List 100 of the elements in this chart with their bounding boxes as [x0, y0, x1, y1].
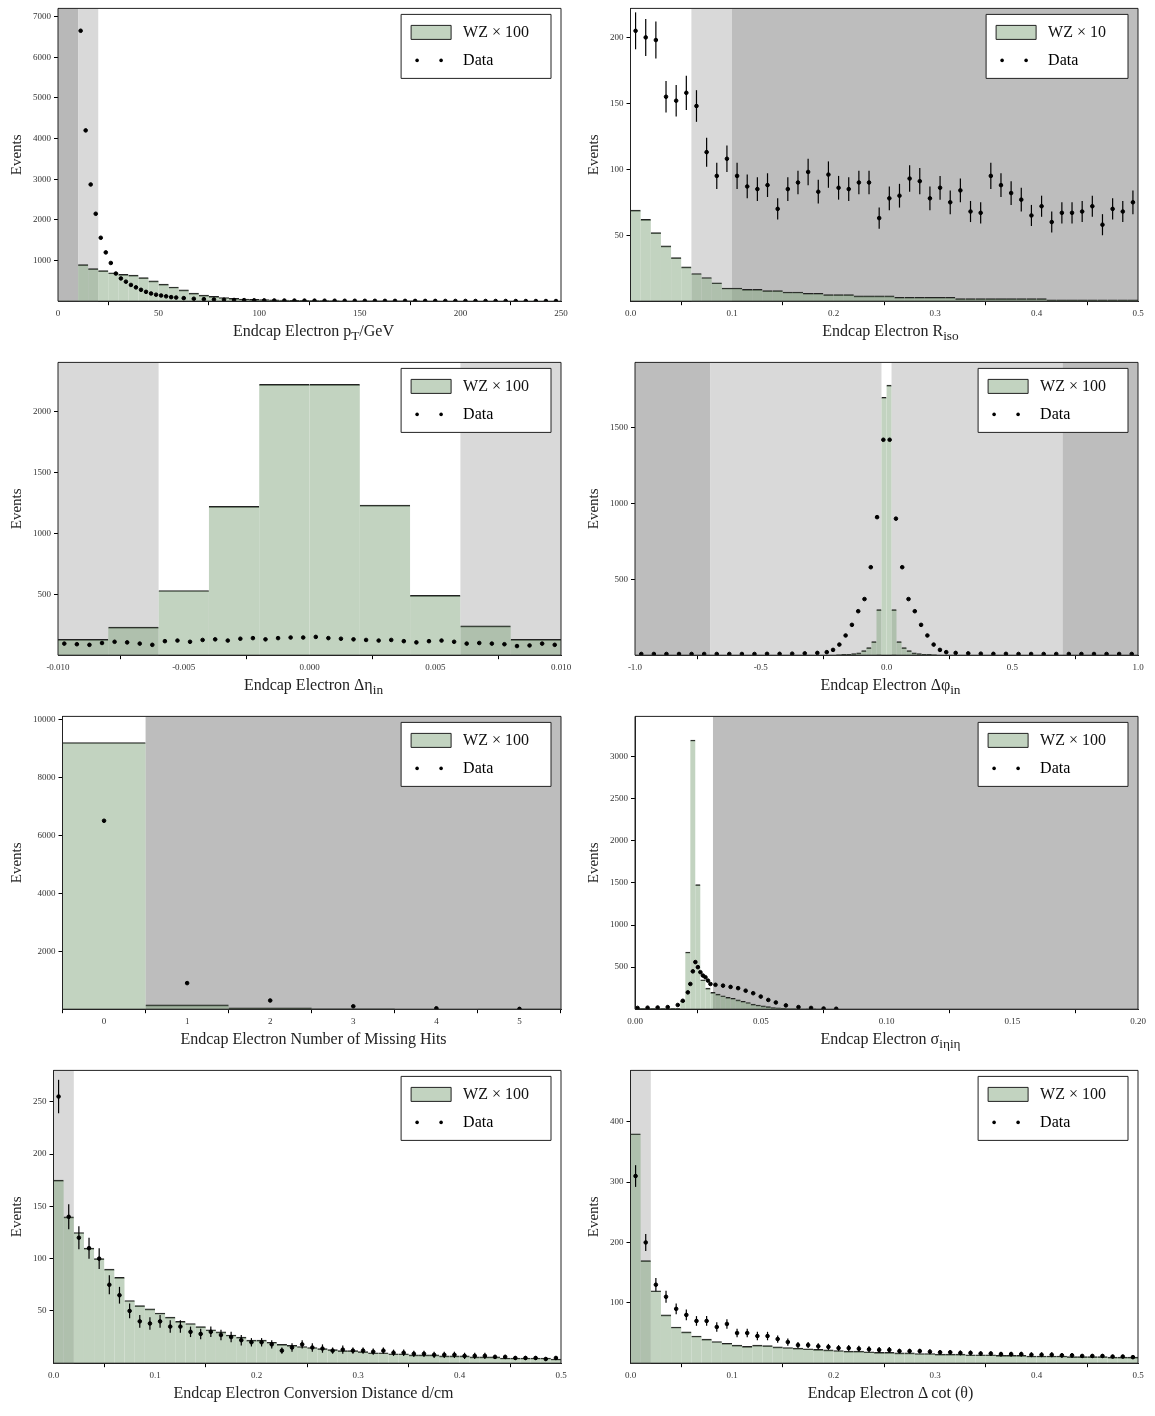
- x-tick-label: 0: [55, 307, 61, 318]
- legend-label: WZ × 100: [1040, 376, 1107, 394]
- y-tick-label: 1000: [610, 497, 629, 508]
- x-tick-label: 0.3: [352, 1369, 365, 1380]
- y-tick-label: 2000: [33, 214, 52, 225]
- y-tick-label: 10000: [33, 713, 56, 724]
- x-axis-title: Endcap Electron Conversion Distance d/cm: [172, 1384, 455, 1402]
- y-tick-label: 300: [610, 1176, 624, 1187]
- x-tick-label: 0.000: [299, 661, 321, 672]
- text: Data: [463, 50, 494, 68]
- x-tick-label: 0.5: [555, 1369, 568, 1380]
- y-tick-label: 3000: [33, 173, 52, 184]
- x-tick-label: -0.5: [753, 661, 769, 672]
- x-tick-label: 0.1: [726, 307, 738, 318]
- x-tick-label: 0.010: [550, 661, 572, 672]
- y-tick-label: 1000: [610, 919, 629, 930]
- x-tick-label: 0.0: [624, 307, 637, 318]
- y-axis-title: Events: [584, 842, 601, 884]
- y-tick-label: 50: [37, 1305, 47, 1316]
- legend-label: WZ × 100: [1040, 1084, 1107, 1102]
- y-tick-label: 6000: [37, 829, 56, 840]
- x-tick-label: 100: [252, 307, 267, 318]
- y-axis-title: Events: [584, 134, 601, 176]
- y-tick-label: 2000: [33, 405, 52, 416]
- y-axis-title: Events: [7, 488, 24, 530]
- x-axis-title: Endcap Electron σ$_{iηiη}$: [819, 1030, 962, 1053]
- y-tick-label: 1000: [33, 527, 52, 538]
- y-tick-label: 200: [33, 1148, 47, 1159]
- text: Data: [463, 758, 494, 776]
- y-tick-label: 500: [614, 961, 629, 972]
- x-tick-label: 2: [267, 1015, 273, 1026]
- x-tick-label: 0.005: [425, 661, 446, 672]
- y-tick-label: 500: [37, 588, 52, 599]
- y-tick-label: 150: [33, 1200, 47, 1211]
- x-tick-label: 0.1: [726, 1369, 738, 1380]
- y-tick-label: 150: [610, 97, 624, 108]
- x-tick-label: 0.3: [929, 307, 942, 318]
- y-tick-label: 4000: [37, 887, 56, 898]
- text: Data: [1048, 50, 1079, 68]
- x-axis-title: Endcap Electron Δ cot (θ): [806, 1384, 975, 1402]
- legend-label: WZ × 100: [463, 1084, 530, 1102]
- y-tick-label: 2500: [610, 793, 629, 804]
- x-axis-title: Endcap Electron Number of Missing Hits: [179, 1030, 448, 1048]
- y-tick-label: 100: [610, 1297, 624, 1308]
- x-tick-label: 0.5: [1132, 1369, 1145, 1380]
- y-tick-label: 5000: [33, 92, 52, 103]
- y-tick-label: 1500: [610, 421, 629, 432]
- x-tick-label: 0.3: [929, 1369, 942, 1380]
- x-tick-label: 0.20: [1130, 1015, 1147, 1026]
- legend-label: WZ × 100: [463, 22, 530, 40]
- x-tick-label: 0.1: [149, 1369, 161, 1380]
- text: Data: [463, 404, 494, 422]
- y-tick-label: 2000: [37, 945, 56, 956]
- x-tick-label: 150: [353, 307, 368, 318]
- x-tick-label: 200: [453, 307, 468, 318]
- y-tick-label: 100: [33, 1252, 47, 1263]
- x-tick-label: -0.005: [172, 661, 196, 672]
- y-tick-label: 200: [610, 31, 624, 42]
- y-tick-label: 50: [614, 229, 624, 240]
- text: Data: [1040, 1112, 1071, 1130]
- x-tick-label: 1: [184, 1015, 190, 1026]
- y-tick-label: 3000: [610, 751, 629, 762]
- x-tick-label: 1.0: [1132, 661, 1145, 672]
- y-tick-label: 6000: [33, 51, 52, 62]
- x-tick-label: 0.4: [1030, 1369, 1043, 1380]
- x-tick-label: 0.10: [878, 1015, 895, 1026]
- text: Data: [1040, 404, 1071, 422]
- x-tick-label: 0.5: [1006, 661, 1019, 672]
- x-tick-label: 250: [554, 307, 569, 318]
- y-axis-title: Events: [584, 488, 601, 530]
- x-tick-label: 0.2: [827, 307, 840, 318]
- y-axis-title: Events: [7, 842, 24, 884]
- y-tick-label: 500: [614, 573, 629, 584]
- x-tick-label: -1.0: [627, 661, 643, 672]
- y-tick-label: 1500: [610, 877, 629, 888]
- x-tick-label: 0.05: [752, 1015, 770, 1026]
- text: Data: [1040, 758, 1071, 776]
- x-axis-title: Endcap Electron Δφ$_{in}$: [819, 676, 962, 699]
- x-tick-label: -0.010: [46, 661, 71, 672]
- x-tick-label: 0.2: [250, 1369, 263, 1380]
- y-axis-title: Events: [7, 134, 24, 176]
- x-tick-label: 0.5: [1132, 307, 1145, 318]
- x-axis-title: Endcap Electron R$_{iso}$: [821, 322, 960, 345]
- x-tick-label: 0.0: [624, 1369, 637, 1380]
- x-tick-label: 0.0: [880, 661, 893, 672]
- y-tick-label: 200: [610, 1236, 624, 1247]
- legend-label: WZ × 10: [1048, 22, 1107, 40]
- y-tick-label: 4000: [33, 132, 52, 143]
- legend-label: WZ × 100: [463, 376, 530, 394]
- x-tick-label: 0: [101, 1015, 107, 1026]
- x-tick-label: 0.00: [627, 1015, 644, 1026]
- x-tick-label: 4: [434, 1015, 440, 1026]
- y-axis-title: Events: [7, 1196, 24, 1238]
- x-tick-label: 0.15: [1004, 1015, 1021, 1026]
- legend-label: WZ × 100: [463, 730, 530, 748]
- legend-label: WZ × 100: [1040, 730, 1107, 748]
- x-axis-title: Endcap Electron p$_{T}$/GeV: [232, 322, 395, 345]
- x-tick-label: 5: [517, 1015, 523, 1026]
- x-tick-label: 50: [154, 307, 164, 318]
- y-tick-label: 8000: [37, 771, 56, 782]
